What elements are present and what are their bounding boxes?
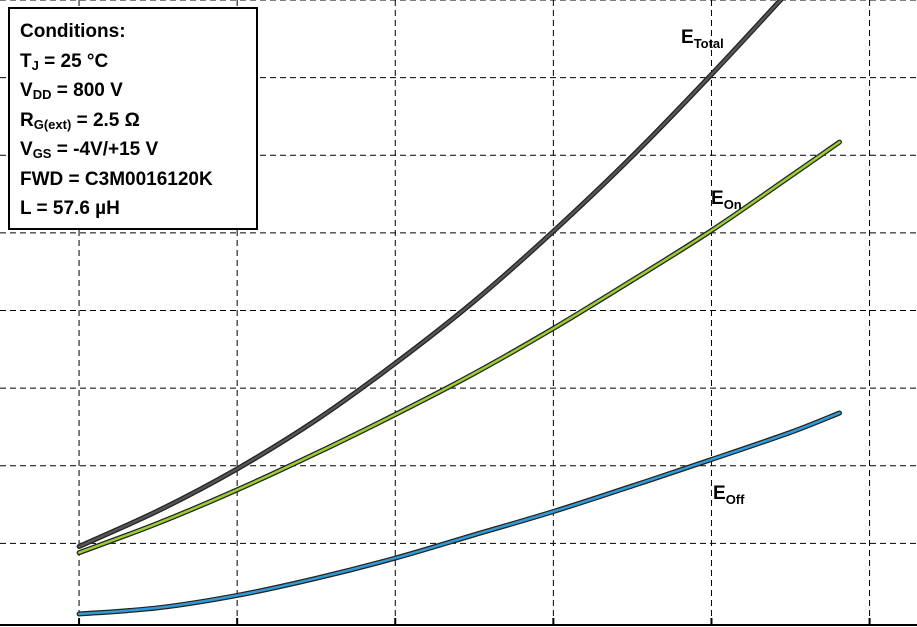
series-label-e-total: ETotal: [681, 27, 724, 51]
condition-line: FWD = C3M0016120K: [20, 168, 213, 190]
series-line-e-on: [77, 140, 841, 554]
condition-line: VGS = -4V/+15 V: [20, 139, 159, 161]
series-label-e-on: EOn: [711, 188, 742, 212]
conditions-box: Conditions: TJ = 25 °C VDD = 800 V RG(ext)…: [8, 7, 258, 230]
series-line-e-off-outline: [76, 410, 842, 617]
series-labels: ETotal EOn EOff: [681, 27, 745, 507]
series-line-e-total: [77, 0, 783, 548]
condition-line: VDD = 800 V: [20, 80, 123, 102]
conditions-title: Conditions:: [20, 21, 126, 42]
conditions-list: TJ = 25 °C VDD = 800 V RG(ext) = 2.5 Ω VGS …: [20, 47, 246, 224]
series: [76, 0, 842, 617]
axes: [0, 618, 917, 626]
condition-line: RG(ext) = 2.5 Ω: [20, 109, 140, 132]
series-line-e-off: [77, 411, 841, 616]
series-label-e-off: EOff: [713, 483, 745, 507]
condition-line: TJ = 25 °C: [20, 50, 109, 73]
condition-line: L = 57.6 µH: [20, 198, 120, 219]
